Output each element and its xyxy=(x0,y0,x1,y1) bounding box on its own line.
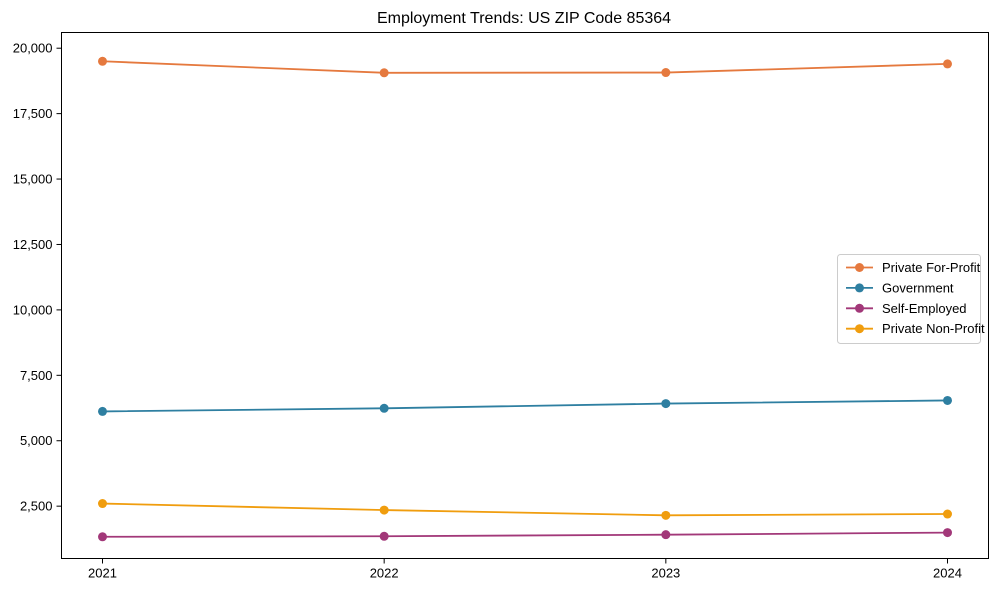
y-axis-tick-label: 2,500 xyxy=(20,499,53,514)
data-point-government-2021 xyxy=(98,406,107,416)
legend-label-private-non-profit: Private Non-Profit xyxy=(882,321,985,336)
legend-marker-government xyxy=(855,283,864,293)
legend-label-private-for-profit: Private For-Profit xyxy=(882,260,981,275)
plot-area: 2,500 5,000 7,500 10,000 12,500 15,000 17,500 2… xyxy=(13,32,989,581)
plot-border xyxy=(61,32,989,559)
y-axis-tick-label: 10,000 xyxy=(13,302,53,317)
data-point-private-for-profit-2021 xyxy=(98,56,107,66)
legend-marker-self-employed xyxy=(855,303,864,313)
data-point-private-non-profit-2021 xyxy=(98,499,107,509)
data-point-self-employed-2024 xyxy=(943,528,952,538)
data-point-private-non-profit-2022 xyxy=(379,505,389,515)
y-axis-tick-label: 15,000 xyxy=(13,172,53,187)
data-point-self-employed-2021 xyxy=(98,532,107,542)
data-point-government-2022 xyxy=(379,403,389,413)
legend-label-government: Government xyxy=(882,280,954,295)
data-point-private-non-profit-2024 xyxy=(943,509,952,519)
y-axis-tick-label: 12,500 xyxy=(13,237,53,252)
series-line-government xyxy=(102,399,948,413)
chart-title: Employment Trends: US ZIP Code 85364 xyxy=(377,10,671,27)
x-axis-tick-label: 2023 xyxy=(651,566,680,581)
y-axis-tick-label: 5,000 xyxy=(20,433,53,448)
x-axis-tick-label: 2024 xyxy=(933,566,962,581)
y-axis-tick-label: 7,500 xyxy=(20,368,53,383)
data-point-private-for-profit-2022 xyxy=(379,68,389,78)
legend-box xyxy=(837,254,981,344)
series-line-private-non-profit xyxy=(102,502,948,517)
data-point-private-for-profit-2024 xyxy=(943,59,952,69)
data-point-government-2023 xyxy=(661,399,671,409)
data-point-private-for-profit-2023 xyxy=(661,68,671,78)
data-point-private-non-profit-2023 xyxy=(661,510,671,520)
legend-label-self-employed: Self-Employed xyxy=(882,301,967,316)
data-point-self-employed-2023 xyxy=(661,530,671,540)
legend-marker-private-non-profit xyxy=(855,324,864,334)
legend-marker-private-for-profit xyxy=(855,263,864,272)
y-axis-tick-label: 17,500 xyxy=(13,106,53,121)
series-line-self-employed xyxy=(102,531,948,538)
x-axis-tick-label: 2021 xyxy=(88,566,117,581)
x-axis-tick-label: 2022 xyxy=(370,566,399,581)
data-point-government-2024 xyxy=(943,395,952,405)
y-axis-tick-label: 20,000 xyxy=(13,41,53,56)
data-point-self-employed-2022 xyxy=(379,531,389,541)
series-line-private-for-profit xyxy=(102,60,948,74)
